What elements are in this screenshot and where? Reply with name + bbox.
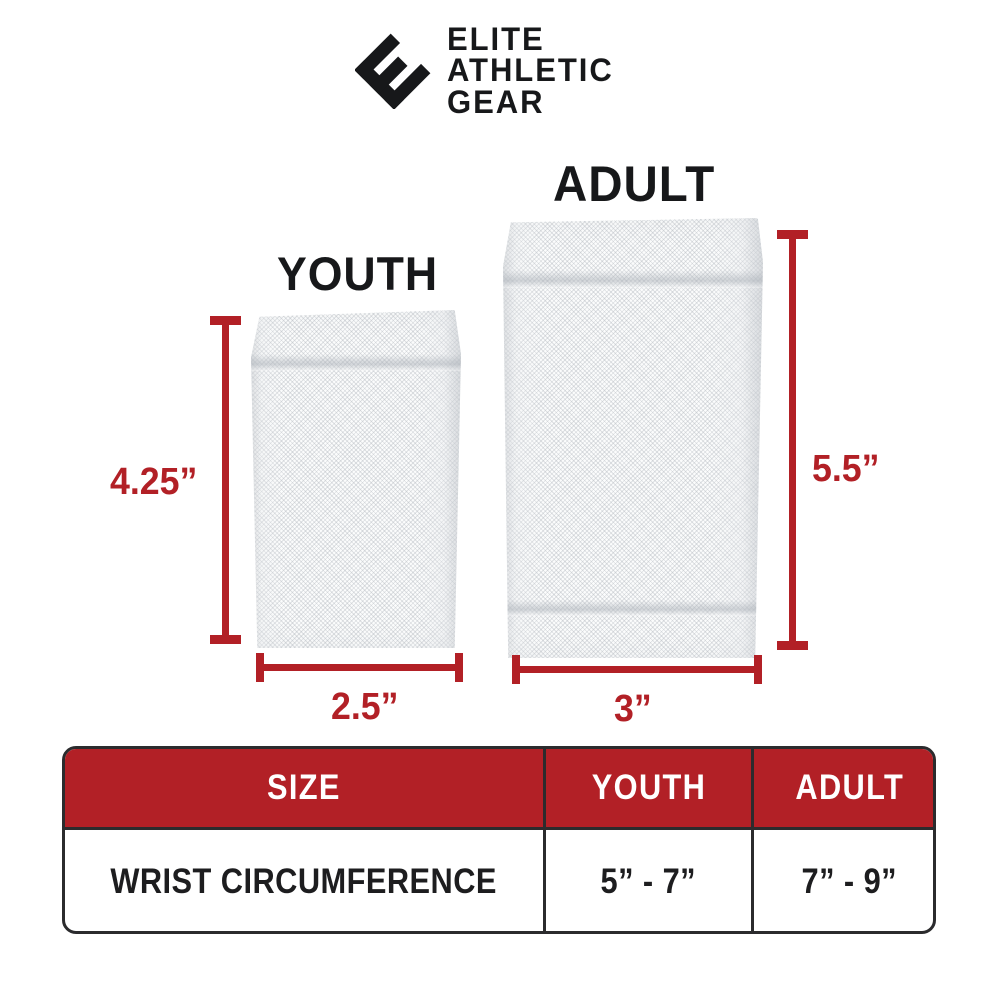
dimension-label-youth-height: 4.25”	[110, 461, 198, 503]
dimension-line-youth-width	[256, 653, 463, 682]
table-header-adult-label: ADULT	[795, 768, 904, 807]
table-cell-adult-value: 7” - 9”	[751, 828, 933, 931]
table-header-size: SIZE	[65, 749, 545, 830]
table-cell-youth-value: 5” - 7”	[543, 828, 753, 931]
product-heading-adult: ADULT	[553, 156, 716, 212]
dimension-label-adult-height: 5.5”	[812, 448, 880, 490]
wordmark-line-2: ATHLETIC	[447, 52, 614, 89]
product-image-adult-sleeve	[503, 218, 763, 658]
table-header-size-label: SIZE	[267, 768, 341, 807]
table-cell-measurement-name: WRIST CIRCUMFERENCE	[65, 829, 545, 932]
adult-value-label: 7” - 9”	[801, 862, 898, 901]
measurement-name-label: WRIST CIRCUMFERENCE	[110, 862, 498, 901]
product-image-youth-sleeve	[251, 310, 461, 648]
brand-logo: ELITE ATHLETIC GEAR	[354, 22, 665, 119]
sleeve-seam-band-bottom	[503, 600, 763, 616]
table-row: WRIST CIRCUMFERENCE 5” - 7” 7” - 9”	[65, 828, 933, 932]
dimension-label-youth-width: 2.5”	[331, 686, 399, 728]
sleeve-seam-band-top	[251, 354, 461, 371]
size-chart-table: SIZE YOUTH ADULT WRIST CIRCUMFERENCE	[62, 746, 936, 934]
dimension-label-adult-width: 3”	[614, 688, 652, 730]
sleeve-seam-band-top	[503, 270, 763, 288]
youth-value-label: 5” - 7”	[600, 862, 697, 901]
dimension-line-youth-height	[210, 316, 241, 644]
table-header-adult: ADULT	[751, 749, 933, 830]
product-heading-youth: YOUTH	[277, 247, 439, 300]
wordmark-line-1: ELITE	[447, 20, 545, 57]
wordmark-line-3: GEAR	[447, 83, 545, 120]
dimension-line-adult-width	[512, 655, 762, 684]
table-header-youth: YOUTH	[543, 749, 753, 830]
elite-athletic-gear-e-mark-icon	[354, 31, 433, 110]
table-header-row: SIZE YOUTH ADULT	[65, 749, 933, 830]
table-header-youth-label: YOUTH	[591, 768, 706, 807]
dimension-line-adult-height	[777, 230, 808, 650]
brand-wordmark: ELITE ATHLETIC GEAR	[447, 22, 619, 119]
